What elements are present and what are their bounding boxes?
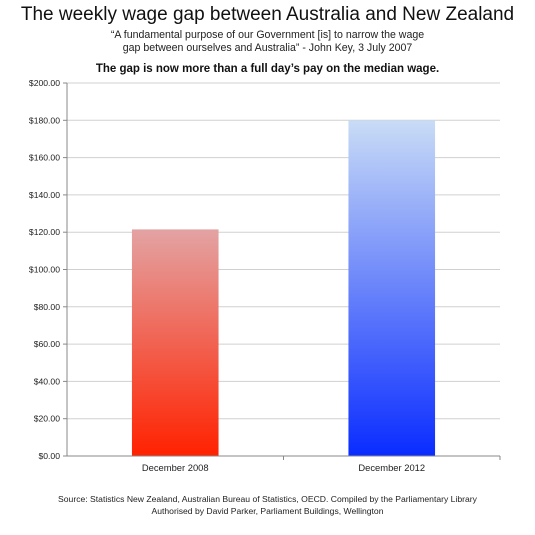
source-note: Source: Statistics New Zealand, Australi…: [0, 493, 535, 517]
y-tick-label: $200.00: [29, 78, 60, 88]
y-tick-label: $80.00: [34, 302, 61, 312]
y-tick-label: $120.00: [29, 227, 60, 237]
x-category-label: December 2012: [358, 462, 425, 473]
y-tick-label: $60.00: [34, 339, 61, 349]
x-category-label: December 2008: [142, 462, 209, 473]
chart-subtitle: The gap is now more than a full day’s pa…: [95, 63, 440, 75]
x-category-labels: December 2008 December 2012: [142, 462, 425, 473]
bar-december-2012: [348, 120, 436, 457]
y-tick-label: $140.00: [29, 190, 60, 200]
y-tick-label: $100.00: [29, 265, 60, 275]
y-tick-label: $160.00: [29, 153, 60, 163]
quote-text: “A fundamental purpose of our Government…: [60, 29, 475, 55]
y-tick-label: $0.00: [38, 451, 60, 461]
bar-december-2008: [131, 229, 219, 456]
source-line-2: Authorised by David Parker, Parliament B…: [151, 506, 384, 516]
quote-line-2: gap between ourselves and Australia” - J…: [122, 42, 413, 54]
axes: [63, 82, 501, 460]
chart-title: The weekly wage gap between Australia an…: [20, 4, 515, 25]
y-tick-label: $20.00: [34, 414, 61, 424]
y-tick-labels: $0.00 $20.00 $40.00 $60.00 $80.00 $100.00 $120…: [29, 78, 60, 461]
bars: [131, 120, 436, 457]
quote-line-1: “A fundamental purpose of our Government…: [110, 29, 425, 41]
y-tick-label: $40.00: [34, 376, 61, 386]
source-line-1: Source: Statistics New Zealand, Australi…: [58, 494, 477, 504]
y-tick-label: $180.00: [29, 115, 60, 125]
